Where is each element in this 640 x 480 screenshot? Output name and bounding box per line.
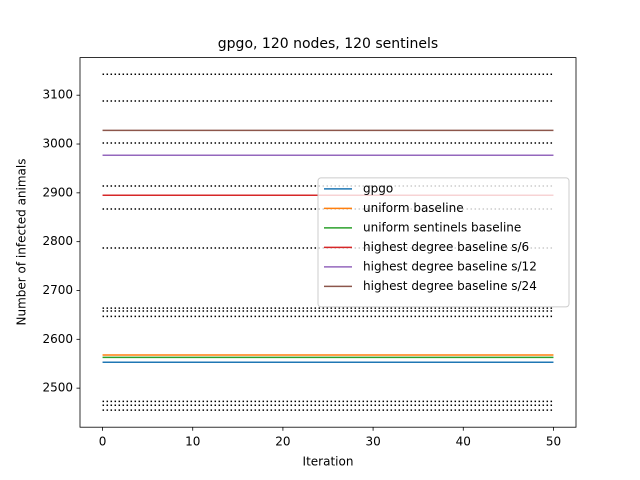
y-tick-label: 3100 [42,88,73,102]
y-tick-label: 3000 [42,137,73,151]
y-tick-label: 2500 [42,381,73,395]
x-tick-label: 0 [99,435,107,449]
x-tick-label: 40 [456,435,471,449]
x-tick-label: 30 [365,435,380,449]
legend-label: highest degree baseline s/24 [363,279,537,293]
legend-label: uniform sentinels baseline [363,220,521,234]
legend: gpgo uniform baseline uniform sentinels ba… [317,177,570,308]
legend-box [317,177,570,308]
x-tick-label: 10 [185,435,200,449]
y-tick-label: 2900 [42,185,73,199]
y-axis-label: Number of infected animals [15,159,29,326]
x-axis-label: Iteration [303,455,354,469]
legend-label: highest degree baseline s/6 [363,240,529,254]
x-tick-label: 50 [546,435,561,449]
y-tick-label: 2800 [42,234,73,248]
y-tick-label: 2700 [42,283,73,297]
legend-label: highest degree baseline s/12 [363,259,537,273]
legend-label: gpgo [363,181,393,195]
chart-title: gpgo, 120 nodes, 120 sentinels [218,36,438,52]
x-tick-label: 20 [275,435,290,449]
axes-frame [79,57,577,428]
y-tick-label: 2600 [42,332,73,346]
legend-label: uniform baseline [363,201,464,215]
